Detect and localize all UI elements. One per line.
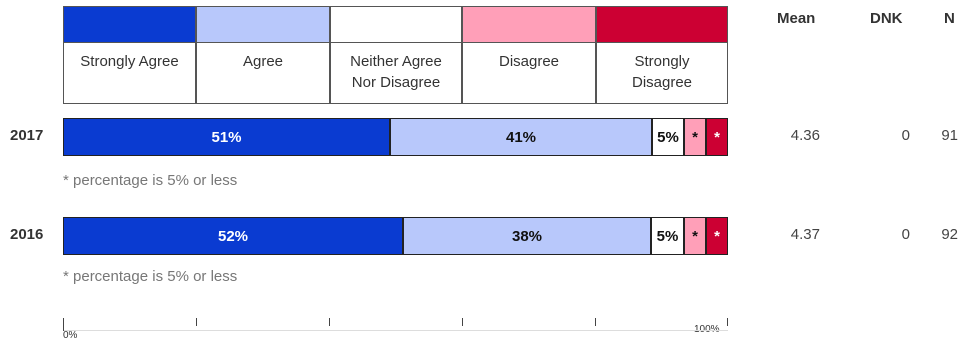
bar-segment-2016-4: * bbox=[706, 217, 728, 255]
n-value-2016: 92 bbox=[941, 226, 958, 243]
legend-swatch-neither bbox=[330, 6, 462, 43]
dnk-value-2017: 0 bbox=[901, 127, 910, 144]
bar-segment-2017-0: 51% bbox=[63, 118, 390, 156]
mean-value-2016: 4.37 bbox=[790, 226, 820, 243]
bar-segment-2016-2: 5% bbox=[651, 217, 684, 255]
bar-segment-2017-2: 5% bbox=[652, 118, 684, 156]
legend-label-agree: Agree bbox=[242, 53, 284, 70]
bar-segment-2017-3: * bbox=[684, 118, 706, 156]
legend-label-disagree: Disagree bbox=[498, 53, 560, 70]
dnk-header: DNK bbox=[870, 10, 903, 27]
mean-header: Mean bbox=[777, 10, 816, 27]
axis-tick-100 bbox=[727, 318, 728, 326]
axis-label-100: 100% bbox=[694, 324, 720, 335]
bar-segment-2016-3: * bbox=[684, 217, 706, 255]
footnote-2017: * percentage is 5% or less bbox=[63, 172, 238, 189]
axis-tick-40 bbox=[329, 318, 330, 326]
n-value-2017: 91 bbox=[941, 127, 958, 144]
legend-label-strongly-disagree: Strongly Disagree bbox=[631, 53, 693, 91]
axis-tick-80 bbox=[595, 318, 596, 326]
n-header: N bbox=[944, 10, 955, 27]
axis-tick-20 bbox=[196, 318, 197, 326]
bar-segment-2016-0: 52% bbox=[63, 217, 403, 255]
axis-baseline bbox=[63, 330, 728, 331]
legend-swatch-strongly-agree bbox=[63, 6, 196, 43]
legend-swatch-strongly-disagree bbox=[596, 6, 728, 43]
legend-swatch-disagree bbox=[462, 6, 596, 43]
dnk-value-2016: 0 bbox=[901, 226, 910, 243]
axis-tick-60 bbox=[462, 318, 463, 326]
stacked-bar-2017: 51% 41% 5% * * bbox=[63, 118, 728, 156]
year-label-2017: 2017 bbox=[10, 127, 44, 144]
year-label-2016: 2016 bbox=[10, 226, 44, 243]
mean-value-2017: 4.36 bbox=[790, 127, 820, 144]
axis-label-0: 0% bbox=[63, 330, 78, 341]
footnote-2016: * percentage is 5% or less bbox=[63, 268, 238, 285]
bar-segment-2017-1: 41% bbox=[390, 118, 652, 156]
bar-segment-2016-1: 38% bbox=[403, 217, 651, 255]
legend-swatch-agree bbox=[196, 6, 330, 43]
stacked-bar-2016: 52% 38% 5% * * bbox=[63, 217, 728, 255]
bar-segment-2017-4: * bbox=[706, 118, 728, 156]
legend-label-strongly-agree: Strongly Agree bbox=[80, 53, 179, 70]
legend-label-neither: Neither Agree Nor Disagree bbox=[350, 53, 442, 91]
axis-tick-0 bbox=[63, 318, 64, 331]
